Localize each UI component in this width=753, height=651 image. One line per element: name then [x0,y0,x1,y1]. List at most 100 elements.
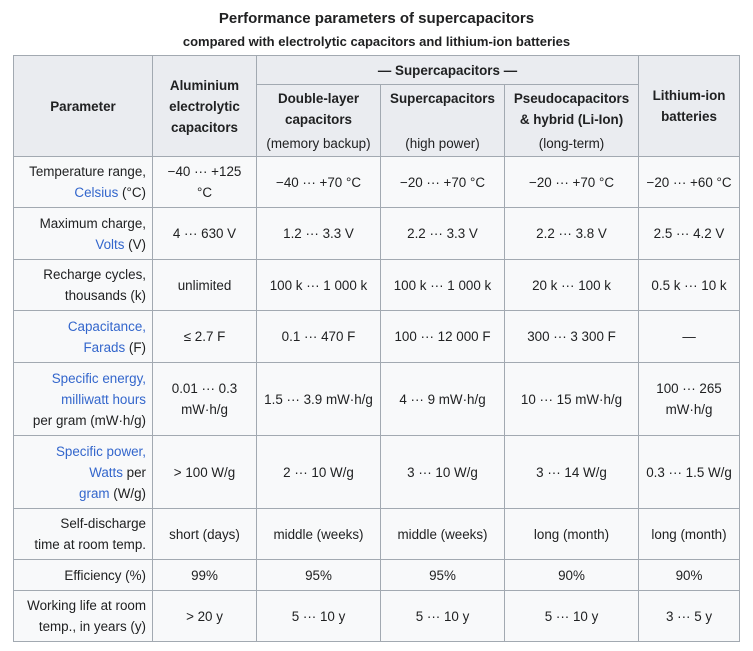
row-parameter: Maximum charge, Volts (V) [13,207,153,260]
parameter-text: Working life at room [27,598,146,613]
parameter-text: Self-discharge [60,516,146,531]
header-supercaps-note: (high power) [405,135,480,151]
table-caption: Performance parameters of supercapacitor… [0,8,753,51]
row-parameter: Self-discharge time at room temp. [13,508,153,560]
row-parameter: Specific energy, milliwatt hours per gram … [13,362,153,436]
header-lithium-ion: Lithium-ion batteries [638,55,741,157]
header-double-layer-note: (memory backup) [266,135,371,151]
value-cell: 1.5 ··· 3.9 mW·h/g [256,362,381,436]
value-cell: 5 ··· 10 y [380,590,505,642]
value-cell: short (days) [152,508,257,560]
value-cell: long (month) [638,508,741,560]
header-double-layer: Double-layer capacitors (memory backup) [256,84,381,157]
table-row: Efficiency (%) 99% 95% 95% 90% 90% [13,559,741,591]
value-cell: > 100 W/g [152,435,257,509]
parameter-text: thousands (k) [64,288,146,303]
value-cell: 0.1 ··· 470 F [256,310,381,363]
table-row: Specific energy, milliwatt hours per gram … [13,362,741,436]
parameter-text: per [122,464,146,480]
value-cell: −20 ··· +70 °C [380,156,505,208]
value-cell: 90% [503,559,640,591]
parameter-link[interactable]: Volts [95,236,125,252]
value-cell: 100 ··· 265 mW·h/g [638,362,741,436]
value-cell: 3 ··· 5 y [638,590,741,642]
header-supercaps: Supercapacitors (high power) [380,84,505,157]
value-cell: 95% [256,559,381,591]
table-row: Working life at room temp., in years (y) >… [13,590,741,642]
parameter-link[interactable]: Watts [89,464,123,480]
value-cell: — [638,310,741,363]
table-row: Capacitance, Farads (F) ≤ 2.7 F 0.1 ··· 470… [13,310,741,363]
value-cell: 2.2 ··· 3.3 V [380,207,505,260]
value-cell: 4 ··· 9 mW·h/g [380,362,505,436]
value-cell: middle (weeks) [380,508,505,560]
value-cell: −20 ··· +70 °C [503,156,640,208]
parameter-text: temp., in years (y) [38,619,146,634]
value-cell: 2 ··· 10 W/g [256,435,381,509]
value-cell: −20 ··· +60 °C [638,156,741,208]
header-aluminium: Aluminium electrolytic capacitors [152,55,257,157]
parameter-link[interactable]: gram [79,485,110,501]
header-parameter: Parameter [13,55,153,157]
parameter-link[interactable]: Capacitance, [67,318,146,334]
value-cell: > 20 y [152,590,257,642]
value-cell: unlimited [152,259,257,311]
row-parameter: Capacitance, Farads (F) [13,310,153,363]
parameter-text: (F) [125,339,146,355]
parameter-text: time at room temp. [34,537,146,552]
parameter-link[interactable]: Celsius [74,185,119,200]
value-cell: 300 ··· 3 300 F [503,310,640,363]
table-row: Specific power, Watts per gram (W/g) > 100 … [13,435,741,509]
parameter-link[interactable]: milliwatt hours [61,391,146,407]
value-cell: 99% [152,559,257,591]
table-row: Maximum charge, Volts (V) 4 ··· 630 V 1.2 ·… [13,207,741,260]
parameter-text: Maximum charge, [39,215,146,231]
parameter-text: Recharge cycles, [43,267,146,282]
parameter-text: (V) [124,236,146,252]
value-cell: 95% [380,559,505,591]
value-cell: 3 ··· 14 W/g [503,435,640,509]
value-cell: 3 ··· 10 W/g [380,435,505,509]
header-double-layer-label: Double-layer capacitors [277,90,360,127]
performance-table: Parameter Aluminium electrolytic capacit… [13,55,741,642]
table-row: Temperature range, Celsius (°C) −40 ··· +1… [13,156,741,208]
parameter-text: (W/g) [109,485,146,501]
row-parameter: Temperature range, Celsius (°C) [13,156,153,208]
value-cell: 20 k ··· 100 k [503,259,640,311]
value-cell: 5 ··· 10 y [256,590,381,642]
value-cell: 0.5 k ··· 10 k [638,259,741,311]
header-supercaps-label: Supercapacitors [390,90,495,106]
header-pseudo-note: (long-term) [538,135,605,151]
value-cell: middle (weeks) [256,508,381,560]
table-row: Self-discharge time at room temp. short (d… [13,508,741,560]
value-cell: 4 ··· 630 V [152,207,257,260]
value-cell: 100 k ··· 1 000 k [380,259,505,311]
value-cell: 1.2 ··· 3.3 V [256,207,381,260]
table-row: Recharge cycles, thousands (k) unlimited 10… [13,259,741,311]
parameter-link[interactable]: Specific energy, [51,370,146,386]
value-cell: 2.2 ··· 3.8 V [503,207,640,260]
header-pseudo-label: Pseudocapacitors & hybrid (Li-Ion) [513,90,630,127]
value-cell: −40 ··· +70 °C [256,156,381,208]
value-cell: −40 ··· +125 °C [152,156,257,208]
value-cell: 5 ··· 10 y [503,590,640,642]
value-cell: ≤ 2.7 F [152,310,257,363]
header-supercapacitors-group: — Supercapacitors — [255,55,640,85]
header-pseudo: Pseudocapacitors & hybrid (Li-Ion) (long-… [503,84,640,157]
parameter-text: Efficiency (%) [64,567,146,583]
value-cell: 90% [638,559,741,591]
value-cell: long (month) [503,508,640,560]
table-subtitle: compared with electrolytic capacitors an… [182,34,571,49]
parameter-link[interactable]: Farads [83,339,126,355]
parameter-text: (°C) [118,185,146,200]
table-body: Temperature range, Celsius (°C) −40 ··· +1… [13,156,741,642]
table-title: Performance parameters of supercapacitor… [218,10,535,27]
value-cell: 100 k ··· 1 000 k [256,259,381,311]
row-parameter: Efficiency (%) [13,559,153,591]
row-parameter: Recharge cycles, thousands (k) [13,259,153,311]
value-cell: 0.01 ··· 0.3 mW·h/g [152,362,257,436]
parameter-text: Temperature range, [29,164,146,179]
value-cell: 10 ··· 15 mW·h/g [503,362,640,436]
parameter-link[interactable]: Specific power, [55,443,146,459]
row-parameter: Working life at room temp., in years (y) [13,590,153,642]
